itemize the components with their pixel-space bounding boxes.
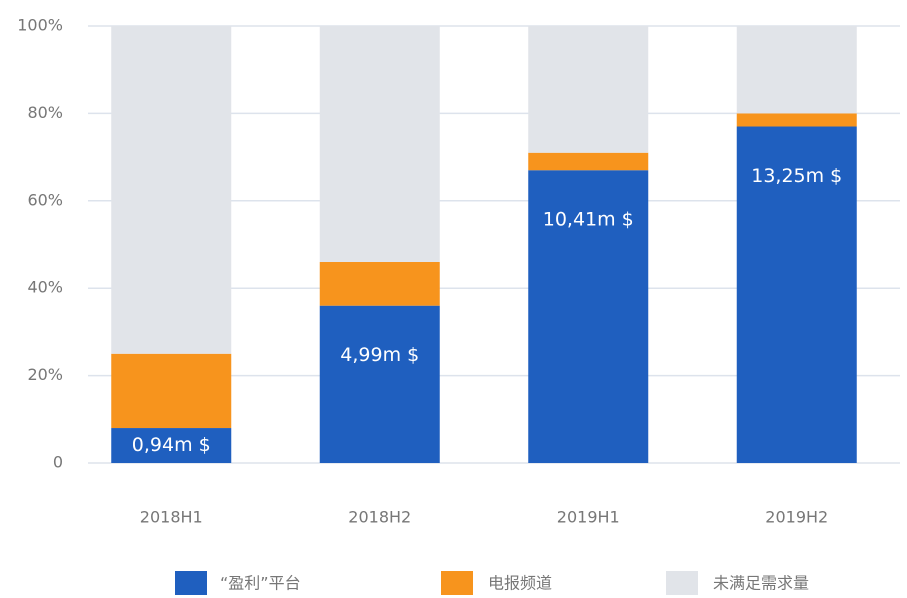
bar-segment [528,170,649,463]
y-tick-label: 60% [27,190,63,209]
legend-swatch [175,571,207,595]
bar-annotation: 13,25m $ [751,165,842,187]
legend-label: “盈利”平台 [220,574,301,593]
bar-segment [319,26,440,262]
bar-segment [736,113,857,127]
bar-annotation: 4,99m $ [340,344,419,366]
bar-segment [528,152,649,171]
legend-swatch [441,571,473,595]
bar-segment [111,428,232,463]
bar-segment [319,261,440,306]
legend-label: 电报频道 [488,574,552,593]
bar-segment [111,353,232,429]
y-tick-label: 0 [53,453,63,472]
x-tick-label: 2019H2 [765,508,828,527]
bar-segment [736,26,857,114]
y-tick-label: 20% [27,365,63,384]
y-tick-label: 40% [27,278,63,297]
x-tick-label: 2019H1 [557,508,620,527]
bar-annotation: 10,41m $ [543,209,634,231]
bar-segment [111,26,232,354]
y-tick-label: 100% [17,16,63,35]
x-tick-label: 2018H2 [348,508,411,527]
bar-segment [319,305,440,463]
x-tick-label: 2018H1 [140,508,203,527]
bar-segment [736,126,857,463]
legend-label: 未满足需求量 [713,574,809,593]
legend-swatch [666,571,698,595]
y-tick-label: 80% [27,103,63,122]
bar-annotation: 0,94m $ [132,434,211,456]
bar-segment [528,26,649,153]
